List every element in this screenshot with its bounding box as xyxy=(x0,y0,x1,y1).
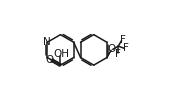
Text: O: O xyxy=(45,55,54,65)
Text: F: F xyxy=(120,35,126,45)
Text: F: F xyxy=(123,43,129,53)
Text: O: O xyxy=(107,44,116,54)
Text: N: N xyxy=(43,37,51,47)
Text: F: F xyxy=(115,49,121,60)
Text: OH: OH xyxy=(53,49,69,59)
